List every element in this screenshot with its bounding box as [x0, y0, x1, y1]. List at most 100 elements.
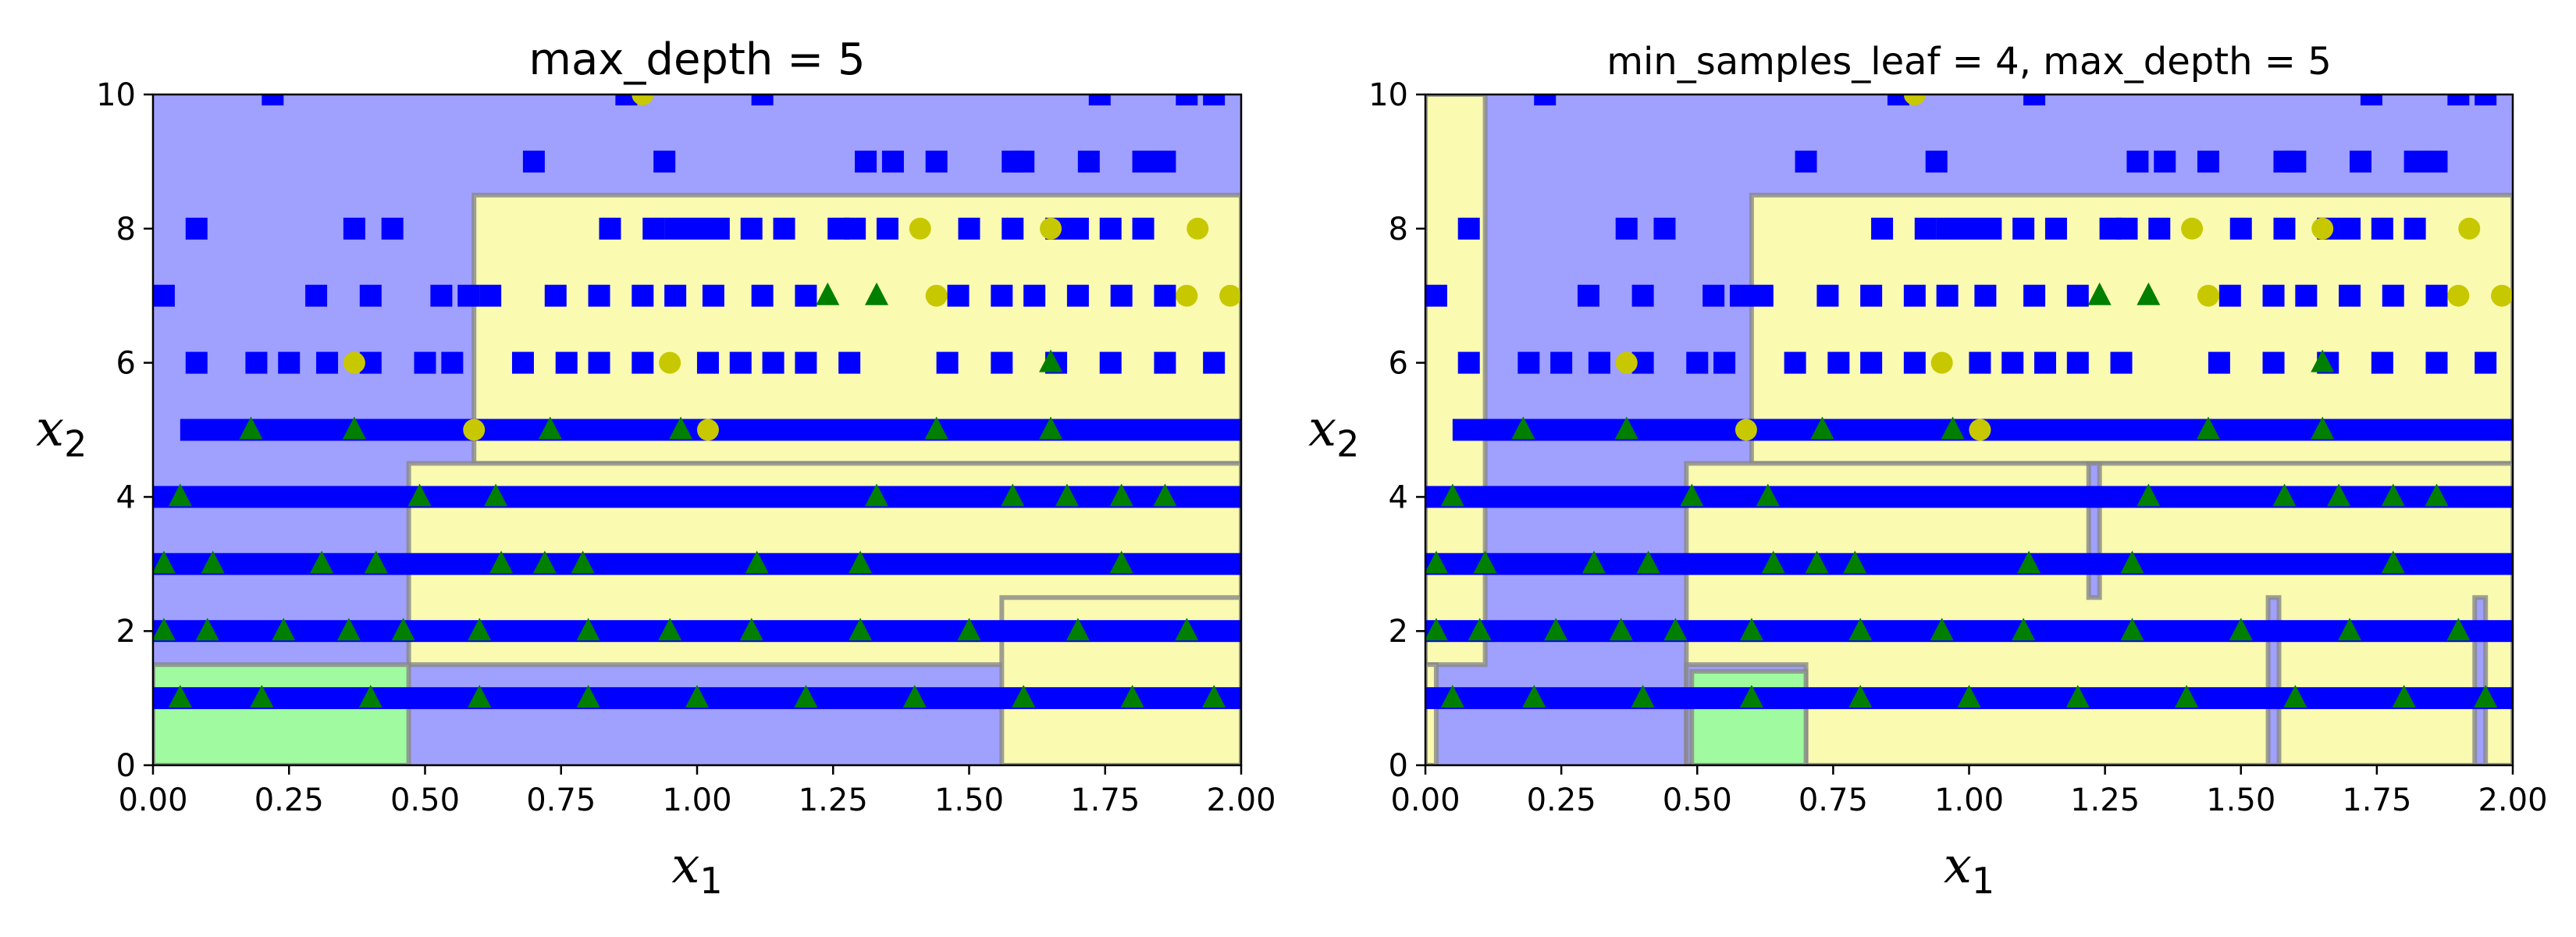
data-point-triangle: [1848, 685, 1873, 708]
data-point-triangle: [538, 416, 562, 440]
data-point-triangle: [957, 618, 981, 641]
data-point-triangle: [2175, 685, 2199, 708]
data-point-square: [2262, 351, 2285, 374]
data-point-square: [1588, 351, 1610, 374]
data-point-triangle: [2425, 483, 2449, 507]
data-point-square: [1457, 217, 1480, 240]
data-point-triangle: [1810, 416, 1834, 440]
data-point-square: [316, 351, 339, 374]
data-point-circle: [1903, 94, 1926, 105]
data-point-triangle: [1941, 416, 1965, 440]
data-point-square: [664, 284, 687, 307]
data-point-square: [2034, 351, 2057, 374]
data-point-square: [632, 284, 654, 307]
data-point-square: [343, 217, 365, 240]
data-point-square: [441, 351, 464, 374]
y-tick-label: 10: [1368, 77, 1408, 113]
data-point-square: [707, 217, 730, 240]
data-point-square: [2229, 217, 2252, 240]
data-point-triangle: [239, 416, 263, 440]
data-point-square: [2475, 94, 2497, 105]
data-point-square: [2360, 94, 2382, 105]
data-point-triangle: [1039, 349, 1063, 372]
data-point-triangle: [484, 483, 508, 507]
data-point-square: [991, 284, 1013, 307]
data-point-square: [838, 351, 861, 374]
data-point-square: [2023, 94, 2046, 105]
data-point-square: [2262, 284, 2285, 307]
plot-area: [153, 94, 1241, 765]
data-point-square: [1002, 217, 1024, 240]
data-point-square: [1203, 94, 1226, 105]
data-point-triangle: [576, 618, 600, 641]
data-point-square: [1154, 150, 1176, 173]
data-point-circle: [696, 419, 719, 441]
x-tick-label: 0.00: [1390, 782, 1460, 818]
data-point-square: [1012, 150, 1035, 173]
data-point-square: [795, 284, 817, 307]
data-point-triangle: [2196, 416, 2220, 440]
data-point-square: [751, 94, 774, 105]
data-point-square: [1023, 284, 1046, 307]
data-point-square: [2208, 351, 2230, 374]
data-point-square: [544, 284, 567, 307]
y-tick-label: 6: [1389, 346, 1408, 382]
data-point-square: [185, 217, 208, 240]
marker-band: [153, 620, 1241, 643]
data-point-square: [1903, 284, 1926, 307]
data-point-square: [2197, 150, 2219, 173]
data-point-square: [1936, 284, 1959, 307]
data-point-square: [2447, 94, 2470, 105]
data-point-square: [1713, 351, 1736, 374]
data-point-triangle: [1109, 483, 1133, 507]
data-point-square: [1887, 94, 1909, 105]
data-point-triangle: [1012, 685, 1036, 708]
data-point-square: [2023, 284, 2046, 307]
data-point-square: [686, 217, 708, 240]
data-point-square: [2371, 217, 2393, 240]
data-point-square: [947, 284, 970, 307]
data-point-square: [615, 94, 638, 105]
data-point-circle: [2491, 284, 2513, 307]
data-point-triangle: [2065, 685, 2090, 708]
data-point-triangle: [468, 618, 492, 641]
data-point-square: [430, 284, 453, 307]
data-point-triangle: [1680, 483, 1704, 507]
data-point-triangle: [2120, 550, 2144, 574]
data-point-triangle: [1511, 416, 1535, 440]
data-point-square: [2273, 217, 2296, 240]
data-point-square: [696, 351, 719, 374]
data-point-triangle: [1055, 483, 1079, 507]
data-point-triangle: [364, 550, 388, 574]
data-point-circle: [2197, 284, 2219, 307]
data-point-circle: [343, 351, 365, 374]
data-point-square: [1176, 94, 1198, 105]
data-point-triangle: [168, 483, 192, 507]
data-point-square: [511, 351, 534, 374]
data-point-square: [1653, 217, 1676, 240]
data-point-circle: [463, 419, 486, 441]
data-point-square: [555, 351, 578, 374]
data-point-triangle: [1544, 618, 1568, 641]
data-point-triangle: [1848, 618, 1873, 641]
data-point-triangle: [1930, 618, 1954, 641]
data-point-triangle: [2283, 685, 2307, 708]
data-point-square: [1517, 351, 1540, 374]
data-point-square: [2148, 217, 2171, 240]
data-point-square: [2425, 150, 2448, 173]
data-point-square: [2066, 284, 2089, 307]
x-tick-label: 0.75: [1799, 782, 1868, 818]
x-tick-label: 1.50: [934, 782, 1004, 818]
data-point-triangle: [924, 416, 948, 440]
data-point-triangle: [2381, 483, 2405, 507]
data-point-square: [1066, 284, 1089, 307]
x-tick-label: 0.50: [390, 782, 460, 818]
data-point-square: [2403, 217, 2426, 240]
data-point-triangle: [571, 550, 595, 574]
data-point-triangle: [1522, 685, 1546, 708]
data-point-triangle: [2446, 618, 2471, 641]
x-axis-label-sub: 1: [1972, 860, 1994, 902]
data-point-triangle: [1756, 483, 1780, 507]
data-point-square: [1795, 150, 1817, 173]
